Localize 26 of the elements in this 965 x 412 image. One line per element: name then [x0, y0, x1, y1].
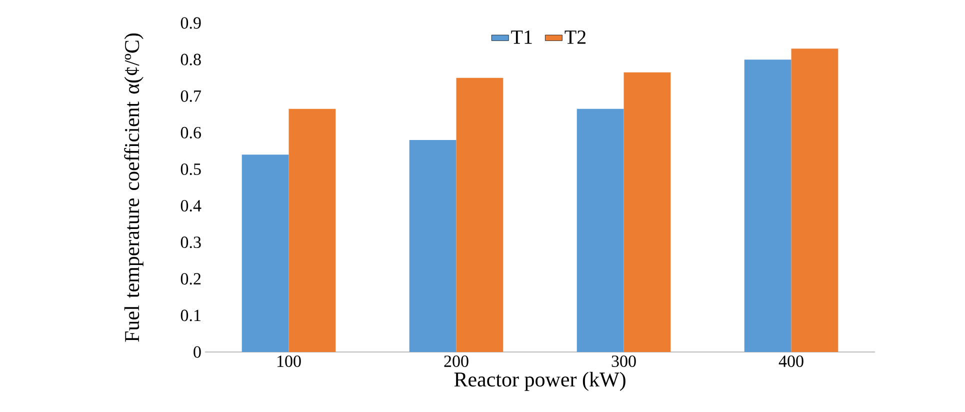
bar [456, 78, 504, 352]
x-axis-title: Reactor power (kW) [454, 372, 626, 391]
y-tick-label: 0.1 [180, 310, 200, 322]
y-tick-label: 0.2 [180, 273, 201, 285]
bar [409, 140, 456, 352]
legend-label: T2 [564, 30, 586, 44]
x-tick-label: 100 [278, 356, 301, 367]
bar [288, 108, 336, 352]
x-tick-label: 300 [612, 356, 636, 367]
y-tick-label: 0.9 [180, 17, 201, 29]
bar [624, 72, 671, 352]
y-tick-label: 0.6 [180, 126, 201, 138]
y-tick-label: 0.7 [180, 90, 201, 102]
y-tick-label: 0.5 [180, 163, 201, 175]
legend-label: T1 [511, 30, 532, 44]
y-tick-label: 0.3 [180, 236, 201, 248]
bar [744, 60, 792, 352]
x-tick-label: 400 [778, 356, 804, 367]
bar [576, 108, 624, 352]
y-tick-label: 0.8 [180, 54, 201, 66]
y-axis-title: Fuel temperature coefficient α(¢/ºC) [124, 33, 144, 342]
y-tick-label: 0.4 [180, 200, 202, 212]
y-tick-label: 0 [194, 346, 201, 358]
x-tick-label: 200 [444, 356, 468, 367]
bar [791, 48, 838, 352]
bar [242, 154, 289, 352]
